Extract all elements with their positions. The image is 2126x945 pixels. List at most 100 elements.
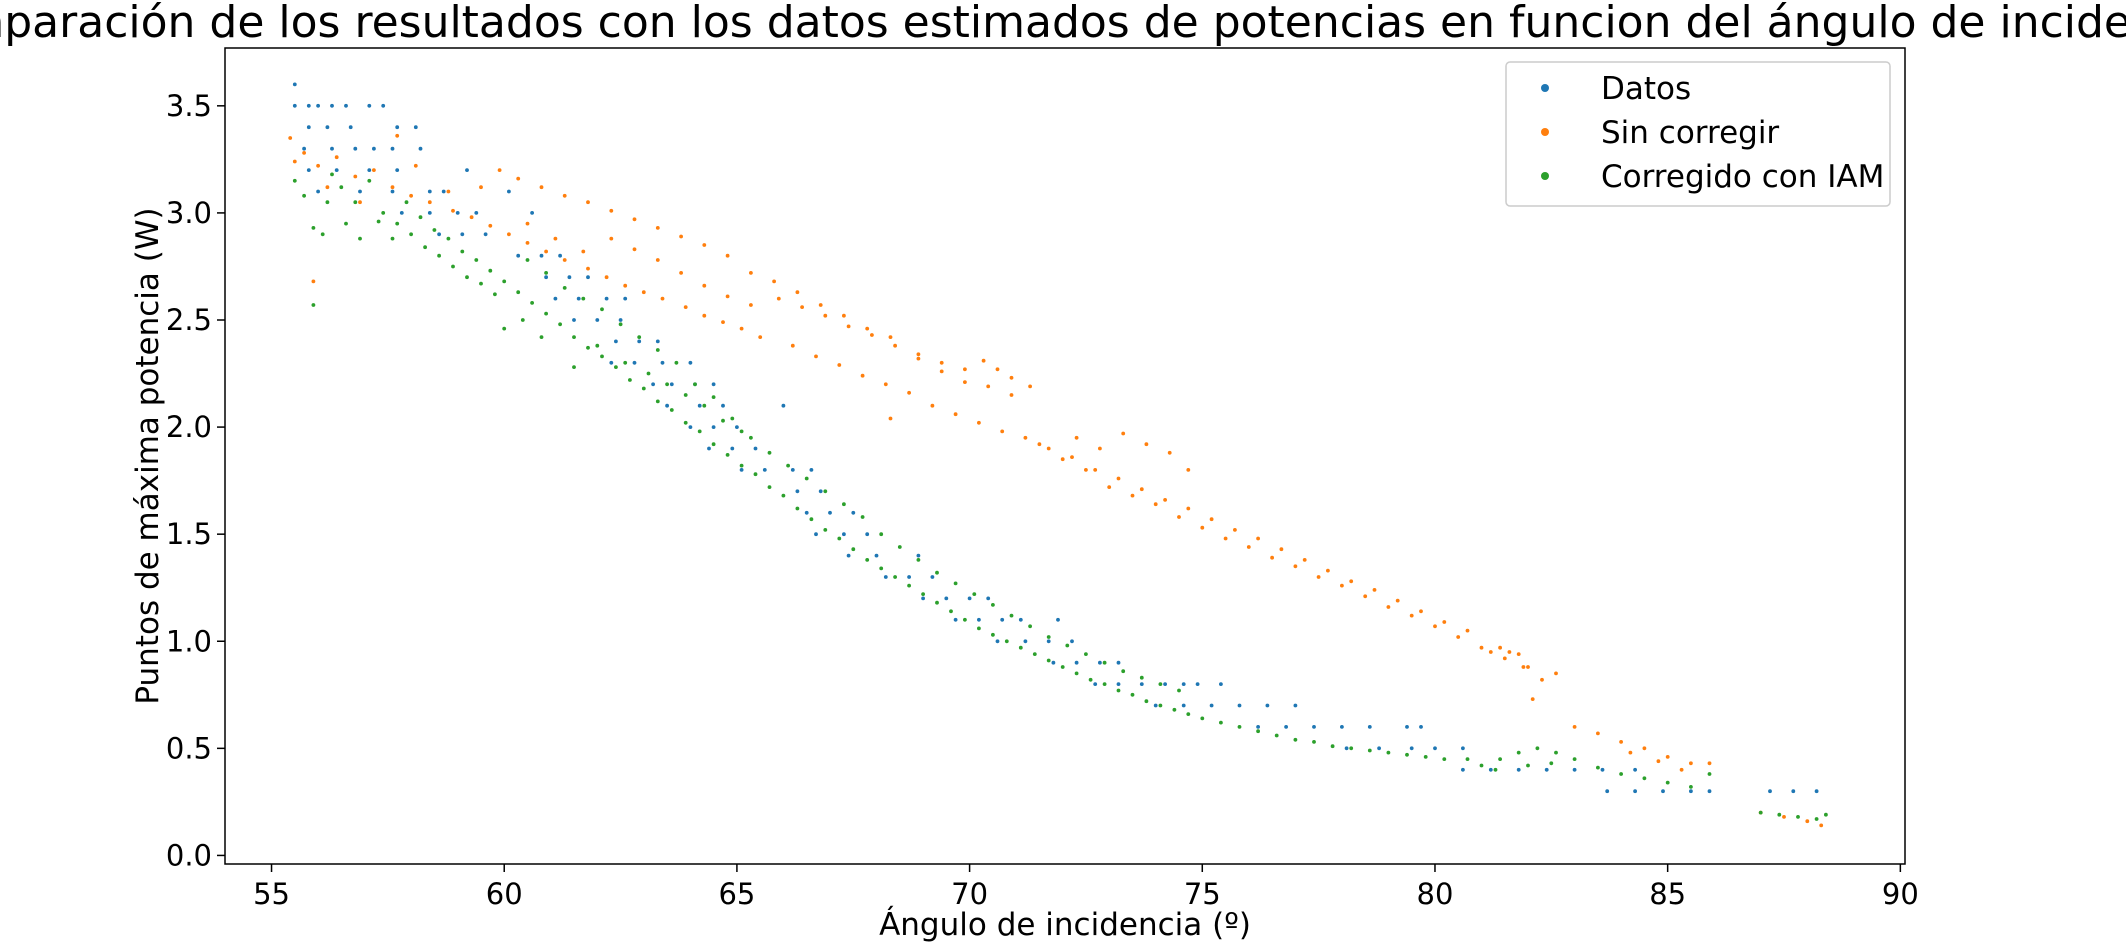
point-series-2-126 <box>1121 669 1126 674</box>
point-series-1-92 <box>1046 446 1051 451</box>
point-series-1-93 <box>1070 455 1074 459</box>
point-series-1-125 <box>1246 545 1251 549</box>
point-series-1-94 <box>1093 468 1098 472</box>
point-series-0-87 <box>907 575 911 579</box>
point-series-2-81 <box>1219 720 1223 725</box>
point-series-2-147 <box>1572 757 1577 761</box>
point-series-2-84 <box>1274 733 1279 738</box>
point-series-2-85 <box>1293 737 1298 742</box>
point-series-1-64 <box>679 271 683 275</box>
point-series-1-160 <box>1819 823 1824 828</box>
plot-frame <box>224 47 1906 865</box>
point-series-2-141 <box>739 429 744 434</box>
point-series-2-9 <box>395 221 400 226</box>
point-series-2-142 <box>1479 763 1484 768</box>
point-series-2-58 <box>893 575 897 579</box>
point-series-1-99 <box>1209 517 1214 522</box>
point-series-0-68 <box>707 446 711 451</box>
point-series-1-73 <box>893 343 897 348</box>
point-series-1-114 <box>1540 677 1544 682</box>
point-series-2-96 <box>562 286 567 290</box>
point-series-1-136 <box>1502 656 1507 661</box>
x-axis-label: Ángulo de incidencia (º) <box>879 907 1251 943</box>
point-series-0-44 <box>553 296 558 301</box>
point-series-0-18 <box>418 146 423 151</box>
point-series-2-140 <box>721 418 725 423</box>
y-tick-label: 0.0 <box>166 838 212 872</box>
point-series-0-71 <box>739 468 744 472</box>
point-series-1-74 <box>916 352 921 357</box>
point-series-1-145 <box>1516 652 1521 656</box>
point-series-2-148 <box>1596 765 1600 770</box>
point-series-0-16 <box>372 146 376 151</box>
point-series-2-115 <box>916 558 921 562</box>
point-series-2-124 <box>1084 652 1088 656</box>
point-series-1-75 <box>939 360 944 365</box>
point-series-1-88 <box>953 412 958 417</box>
point-series-1-131 <box>1386 605 1391 609</box>
point-series-1-70 <box>823 313 828 318</box>
point-series-2-41 <box>655 399 660 404</box>
point-series-0-0 <box>292 82 297 87</box>
point-series-2-135 <box>623 360 628 365</box>
point-series-2-125 <box>1102 660 1107 665</box>
point-series-2-131 <box>520 318 525 322</box>
point-series-2-44 <box>697 429 702 434</box>
point-series-0-49 <box>595 318 600 322</box>
point-series-2-149 <box>1619 772 1623 776</box>
point-series-0-64 <box>721 403 725 408</box>
point-series-1-12 <box>507 232 511 237</box>
point-series-2-151 <box>1665 780 1670 785</box>
point-series-1-135 <box>1479 645 1484 650</box>
point-series-1-146 <box>1530 697 1535 701</box>
point-series-0-104 <box>1074 660 1079 665</box>
point-series-2-55 <box>851 547 856 552</box>
point-series-0-107 <box>1093 682 1098 686</box>
point-series-1-3 <box>334 155 339 160</box>
point-series-1-39 <box>609 208 614 213</box>
point-series-2-7 <box>367 178 372 183</box>
point-series-1-79 <box>1009 393 1014 397</box>
point-series-2-106 <box>749 435 753 440</box>
point-series-0-51 <box>614 339 618 344</box>
point-series-2-33 <box>544 311 548 316</box>
point-series-1-156 <box>1679 767 1684 772</box>
y-tick-label: 2.0 <box>166 410 212 444</box>
point-series-2-132 <box>539 335 544 339</box>
point-series-2-38 <box>614 365 618 369</box>
point-series-2-90 <box>1386 750 1391 755</box>
point-series-1-52 <box>916 356 921 361</box>
point-series-2-144 <box>1516 750 1521 755</box>
chart-title: Comparación de los resultados con los da… <box>0 0 2126 48</box>
point-series-2-80 <box>1200 716 1205 721</box>
point-series-2-95 <box>544 271 548 275</box>
point-series-1-53 <box>939 369 944 374</box>
point-series-2-31 <box>516 290 521 295</box>
point-series-0-32 <box>437 232 441 237</box>
point-series-2-136 <box>646 371 651 376</box>
point-series-2-2 <box>311 226 316 230</box>
point-series-2-92 <box>1423 755 1428 759</box>
point-series-2-30 <box>502 279 507 284</box>
point-series-0-103 <box>1051 660 1056 665</box>
point-series-1-117 <box>1060 457 1065 462</box>
point-series-0-35 <box>465 168 469 173</box>
point-series-2-87 <box>1330 744 1335 749</box>
point-series-2-51 <box>795 506 800 511</box>
point-series-1-48 <box>818 303 823 307</box>
point-series-0-41 <box>544 275 548 280</box>
point-series-0-34 <box>483 232 488 237</box>
point-series-1-85 <box>907 390 911 395</box>
point-series-0-1 <box>292 103 297 108</box>
point-series-0-22 <box>395 168 400 173</box>
point-series-2-8 <box>381 211 386 215</box>
x-tick-label: 70 <box>951 877 988 911</box>
y-tick-label: 3.0 <box>166 196 212 230</box>
point-series-2-130 <box>502 326 507 331</box>
point-series-2-156 <box>1549 761 1554 766</box>
point-series-1-9 <box>451 208 455 213</box>
point-series-0-65 <box>688 425 693 429</box>
y-tick-label: 1.5 <box>166 517 212 551</box>
point-series-1-60 <box>581 249 586 254</box>
point-series-1-106 <box>1372 588 1377 592</box>
